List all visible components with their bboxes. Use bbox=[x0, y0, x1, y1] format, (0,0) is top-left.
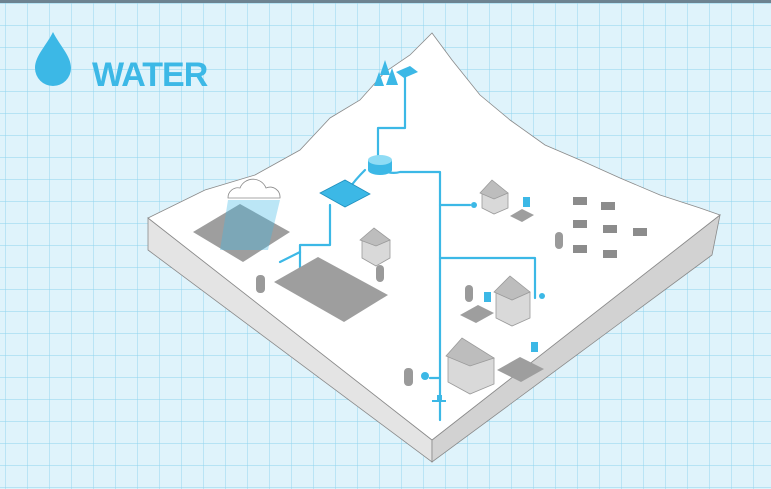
house bbox=[479, 179, 509, 215]
top-border bbox=[0, 0, 771, 3]
field bbox=[460, 305, 494, 323]
water-points bbox=[421, 197, 545, 402]
house bbox=[493, 275, 531, 327]
house bbox=[359, 227, 391, 267]
field bbox=[497, 357, 544, 382]
land-block bbox=[147, 32, 721, 463]
filter-panel bbox=[319, 179, 371, 208]
field bbox=[193, 204, 290, 262]
title: WATER bbox=[92, 56, 208, 94]
field bbox=[510, 209, 534, 222]
rain-cloud bbox=[220, 178, 281, 250]
water-drop-icon bbox=[35, 32, 71, 86]
house bbox=[445, 337, 495, 395]
field bbox=[274, 257, 388, 322]
mountain-source bbox=[374, 60, 418, 86]
people bbox=[256, 232, 563, 386]
cattle bbox=[573, 197, 647, 258]
reservoir bbox=[368, 155, 392, 175]
